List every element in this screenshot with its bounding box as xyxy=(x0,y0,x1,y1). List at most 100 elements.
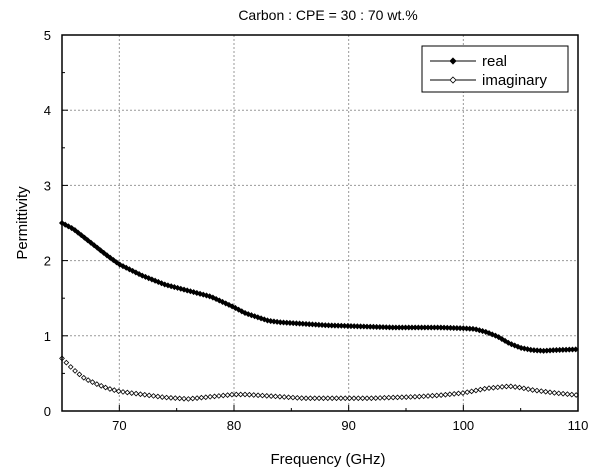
x-tick-label: 90 xyxy=(341,418,355,433)
data-point-imaginary xyxy=(215,393,222,399)
data-point-imaginary xyxy=(368,395,375,402)
axes: 70 80 90 100 110 0 1 2 3 4 5 xyxy=(44,28,589,433)
data-point-imaginary xyxy=(102,384,109,391)
data-point-imaginary xyxy=(220,392,227,399)
data-point-imaginary xyxy=(303,395,309,402)
data-point-imaginary xyxy=(438,392,444,399)
data-point-imaginary xyxy=(568,391,575,398)
data-point-real xyxy=(261,316,268,323)
legend: real imaginary xyxy=(421,45,569,93)
data-point-real xyxy=(171,284,178,291)
data-point-real xyxy=(251,313,258,320)
data-point-imaginary xyxy=(477,386,484,393)
data-point-imaginary xyxy=(455,390,462,397)
data-point-imaginary xyxy=(442,391,449,398)
data-point-real xyxy=(81,234,88,241)
data-point-real xyxy=(110,257,117,264)
data-point-imaginary xyxy=(185,396,192,402)
data-point-real xyxy=(514,343,521,350)
data-point-imaginary xyxy=(564,391,571,398)
data-point-imaginary xyxy=(324,395,331,402)
data-point-imaginary xyxy=(364,395,370,402)
data-point-imaginary xyxy=(163,394,170,401)
data-point-real xyxy=(489,331,496,338)
data-point-imaginary xyxy=(534,387,540,394)
data-point-imaginary xyxy=(516,384,523,391)
data-point-imaginary xyxy=(316,395,322,402)
data-point-imaginary xyxy=(255,392,261,399)
data-point-imaginary xyxy=(307,395,314,402)
data-point-imaginary xyxy=(490,384,497,391)
data-point-imaginary xyxy=(512,384,519,390)
data-point-imaginary xyxy=(381,394,388,401)
data-point-imaginary xyxy=(446,391,453,398)
chart-title: Carbon : CPE = 30 : 70 wt.% xyxy=(238,7,417,23)
data-point-imaginary xyxy=(355,395,362,402)
data-point-real xyxy=(155,278,162,285)
legend-label: imaginary xyxy=(482,72,548,89)
data-point-real xyxy=(248,312,255,319)
data-point-imaginary xyxy=(150,393,157,399)
data-point-imaginary xyxy=(115,388,122,395)
data-point-real xyxy=(71,227,78,234)
data-point-imaginary xyxy=(433,392,440,399)
data-point-imaginary xyxy=(80,374,87,381)
data-point-imaginary xyxy=(547,389,553,396)
data-point-real xyxy=(502,337,509,344)
x-tick-label: 70 xyxy=(112,418,126,433)
data-point-real xyxy=(75,229,82,236)
data-point-real xyxy=(97,247,104,254)
data-point-imaginary xyxy=(420,393,427,400)
data-point-imaginary xyxy=(207,393,214,400)
data-point-imaginary xyxy=(346,395,353,402)
data-point-imaginary xyxy=(259,392,266,399)
data-point-real xyxy=(184,287,191,294)
data-point-imaginary xyxy=(320,395,327,402)
data-point-imaginary xyxy=(290,394,296,401)
data-point-imaginary xyxy=(503,383,510,390)
data-point-imaginary xyxy=(521,385,527,392)
data-point-real xyxy=(148,276,155,283)
data-point-real xyxy=(213,295,220,303)
data-point-imaginary xyxy=(250,392,257,398)
data-point-real xyxy=(84,237,91,244)
data-point-real xyxy=(145,275,152,282)
x-tick-label: 100 xyxy=(452,418,474,433)
data-point-imaginary xyxy=(133,390,139,397)
data-point-imaginary xyxy=(211,393,218,400)
series-layer xyxy=(58,219,580,402)
data-point-imaginary xyxy=(507,383,514,390)
data-point-imaginary xyxy=(246,391,253,398)
data-point-imaginary xyxy=(137,391,144,398)
data-point-imaginary xyxy=(390,394,397,401)
data-point-real xyxy=(235,306,242,313)
data-point-imaginary xyxy=(542,388,549,395)
data-point-real xyxy=(123,264,130,271)
data-point-real xyxy=(479,328,486,335)
data-point-imaginary xyxy=(298,395,305,402)
data-point-imaginary xyxy=(89,379,96,386)
data-point-real xyxy=(142,273,149,280)
data-point-imaginary xyxy=(85,377,92,384)
data-point-imaginary xyxy=(281,394,288,400)
series-imaginary xyxy=(59,355,580,402)
data-point-imaginary xyxy=(351,395,357,402)
data-point-imaginary xyxy=(525,386,532,393)
data-point-imaginary xyxy=(372,395,379,401)
data-point-imaginary xyxy=(72,368,78,374)
legend-item-imaginary: imaginary xyxy=(430,72,548,89)
data-point-imaginary xyxy=(560,390,566,397)
data-point-imaginary xyxy=(189,395,196,402)
y-tick-label: 2 xyxy=(44,254,51,269)
y-axis-title: Permittivity xyxy=(14,186,31,260)
y-tick-label: 0 xyxy=(44,404,51,419)
data-point-imaginary xyxy=(181,395,187,402)
data-point-real xyxy=(209,294,216,301)
data-point-imaginary xyxy=(124,389,131,396)
data-point-imaginary xyxy=(551,389,558,396)
x-tick-label: 110 xyxy=(568,418,589,433)
data-point-imaginary xyxy=(481,385,488,392)
data-point-imaginary xyxy=(338,395,344,402)
data-point-imaginary xyxy=(93,381,100,387)
data-point-imaginary xyxy=(176,395,183,402)
